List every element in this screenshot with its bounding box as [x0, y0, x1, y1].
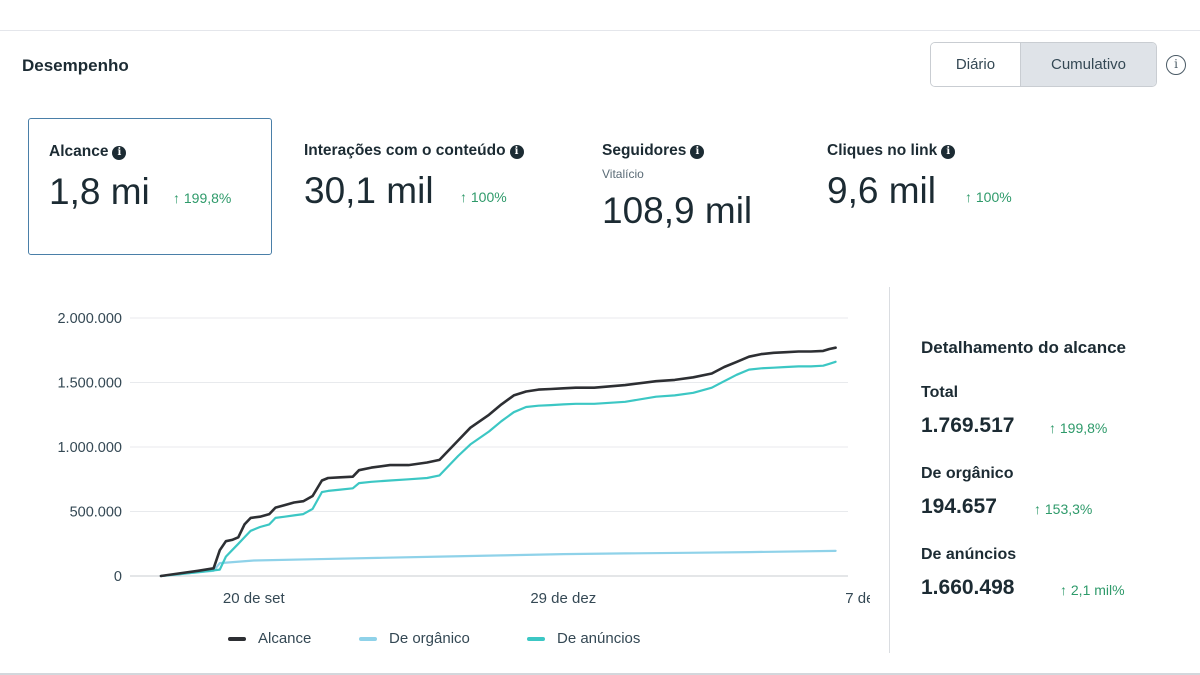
metric-value: 108,9 mil	[602, 190, 753, 231]
metric-value: 30,1 mil	[304, 170, 434, 211]
breakdown-label-anuncios: De anúncios	[921, 546, 1017, 563]
metric-sublabel: Vitalício	[602, 167, 644, 181]
metric-card-alcance[interactable]: Alcance i 1,8 mi ↑ 199,8%	[28, 118, 272, 255]
performance-panel	[0, 30, 1200, 675]
legend-swatch	[228, 636, 246, 641]
info-filled-icon[interactable]: i	[509, 145, 524, 159]
legend-swatch	[527, 636, 545, 641]
reach-line-chart: 0 500.000 1.000.000 1.500.000 2.000.000 20 de…	[57, 311, 870, 607]
y-tick-label: 2.000.000	[57, 311, 122, 327]
metric-change: ↑ 100%	[460, 189, 507, 205]
y-tick-label: 1.000.000	[57, 440, 122, 456]
panel-divider	[889, 287, 890, 653]
metric-label: Alcance i	[49, 143, 127, 161]
breakdown-label-organico: De orgânico	[921, 465, 1014, 482]
y-tick-label: 1.500.000	[57, 376, 122, 392]
y-tick-label: 500.000	[70, 505, 122, 521]
legend-label: De orgânico	[389, 630, 470, 647]
metric-value: 9,6 mil	[827, 170, 936, 211]
info-filled-icon[interactable]: i	[690, 145, 705, 159]
daily-toggle-button[interactable]: Diário	[931, 43, 1021, 86]
x-tick-label: 7 de abr	[845, 590, 870, 607]
view-toggle[interactable]: Diário Cumulativo	[930, 42, 1157, 87]
metric-card-seguidores[interactable]: Seguidores i Vitalício 108,9 mil	[582, 118, 792, 255]
breakdown-label-total: Total	[921, 384, 959, 401]
metric-change: ↑ 100%	[965, 189, 1012, 205]
metric-label: Seguidores i	[602, 142, 705, 160]
breakdown-change-anuncios: ↑ 2,1 mil%	[1060, 582, 1125, 598]
breakdown-title: Detalhamento do alcance	[921, 338, 1127, 357]
metric-label: Cliques no link i	[827, 142, 956, 160]
cumulative-toggle-button[interactable]: Cumulativo	[1021, 43, 1156, 86]
section-title: Desempenho	[22, 56, 129, 75]
y-tick-label: 0	[114, 569, 122, 585]
x-tick-label: 29 de dez	[530, 590, 596, 607]
legend-label: Alcance	[258, 630, 312, 647]
metric-change: ↑ 199,8%	[173, 190, 232, 206]
legend-item-organico[interactable]: De orgânico	[359, 630, 470, 647]
breakdown-value-organico: 194.657	[921, 495, 997, 518]
legend-label: De anúncios	[557, 630, 641, 647]
metric-value: 1,8 mi	[49, 171, 150, 212]
series-line-de-org-nico	[159, 549, 837, 578]
metric-label: Interações com o conteúdo i	[304, 142, 524, 160]
breakdown-value-anuncios: 1.660.498	[921, 576, 1015, 599]
metric-card-cliques[interactable]: Cliques no link i 9,6 mil ↑ 100%	[807, 118, 1047, 255]
breakdown-value-total: 1.769.517	[921, 414, 1015, 437]
info-icon[interactable]: i	[1166, 55, 1186, 75]
series-line-de-an-ncios	[159, 360, 837, 578]
legend-item-alcance[interactable]: Alcance	[228, 630, 311, 647]
legend-item-anuncios[interactable]: De anúncios	[527, 630, 640, 647]
info-filled-icon[interactable]: i	[941, 145, 956, 159]
metric-card-interacoes[interactable]: Interações com o conteúdo i 30,1 mil ↑ 10…	[282, 118, 562, 255]
x-tick-label: 20 de set	[223, 590, 286, 607]
breakdown-change-organico: ↑ 153,3%	[1034, 501, 1093, 517]
info-filled-icon[interactable]: i	[112, 146, 127, 160]
legend-swatch	[359, 636, 377, 641]
series-line-alcance	[159, 346, 837, 578]
breakdown-change-total: ↑ 199,8%	[1049, 420, 1108, 436]
